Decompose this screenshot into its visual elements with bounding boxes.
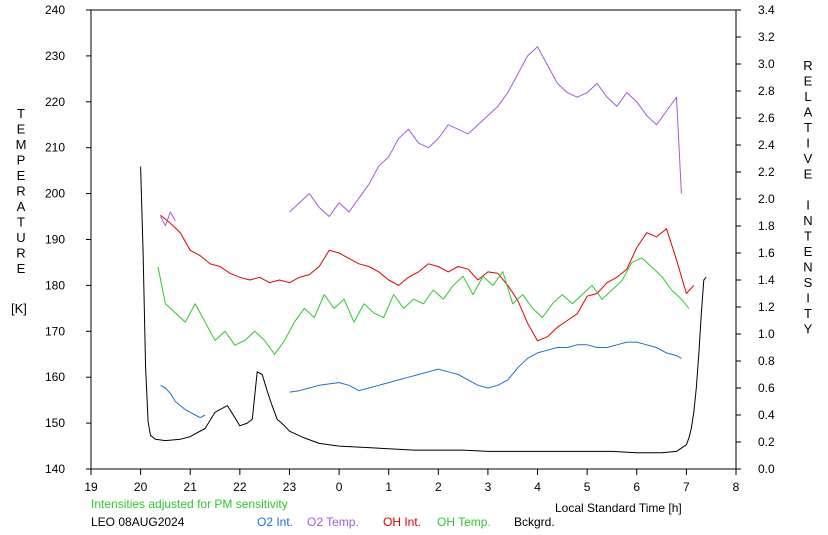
- right-tick-label: 2.2: [758, 165, 775, 179]
- y-left-label-letter: R: [16, 184, 25, 199]
- left-tick-label: 140: [45, 462, 65, 476]
- right-tick-label: 0.6: [758, 381, 775, 395]
- x-axis-label: Local Standard Time [h]: [555, 501, 682, 515]
- left-axis-ticks: 140 150 160 170 180 190 200 210 220 230 240: [45, 3, 91, 476]
- series-line-o2-temp: [160, 46, 682, 227]
- series-line-o2-int: [160, 341, 682, 419]
- y-right-label-letter: R: [803, 58, 812, 73]
- y-right-label-letter: Y: [804, 322, 813, 337]
- x-tick-label: 0: [336, 480, 343, 494]
- x-tick-label: 23: [283, 480, 297, 494]
- left-tick-label: 150: [45, 416, 65, 430]
- y-left-label-letter: T: [17, 215, 25, 230]
- x-tick-label: 22: [233, 480, 247, 494]
- y-right-label-letter: E: [804, 74, 813, 89]
- left-tick-label: 220: [45, 95, 65, 109]
- right-tick-label: 1.0: [758, 327, 775, 341]
- y-left-label-letter: R: [16, 246, 25, 261]
- legend-o2-temp: O2 Temp.: [307, 515, 359, 529]
- right-tick-label: 1.8: [758, 219, 775, 233]
- right-tick-label: 3.0: [758, 57, 775, 71]
- y-right-label-letter: I: [806, 291, 810, 306]
- right-axis-ticks: 0.0 0.2 0.4 0.6 0.8 1.0 1.2 1.4 1.6 1.8 2.0 2.2 2.4 2…: [736, 3, 775, 476]
- legend-oh-int: OH Int.: [383, 515, 421, 529]
- legend-oh-temp: OH Temp.: [437, 515, 491, 529]
- y-right-label-letter: E: [804, 244, 813, 259]
- left-tick-label: 190: [45, 233, 65, 247]
- left-tick-label: 230: [45, 49, 65, 63]
- left-tick-label: 170: [45, 324, 65, 338]
- y-right-label-letter: S: [804, 275, 813, 290]
- y-right-label-letter: N: [803, 213, 812, 228]
- right-tick-label: 0.8: [758, 354, 775, 368]
- y-right-label-letter: E: [804, 167, 813, 182]
- y-left-label-letter: E: [17, 122, 26, 137]
- y-right-label-letter: A: [804, 105, 813, 120]
- series-line-bckgrd: [140, 166, 707, 454]
- y-left-label-letter: M: [16, 137, 27, 152]
- right-tick-label: 1.2: [758, 300, 775, 314]
- left-tick-label: 240: [45, 3, 65, 17]
- x-tick-label: 2: [435, 480, 442, 494]
- right-tick-label: 0.4: [758, 408, 775, 422]
- x-tick-label: 20: [134, 480, 148, 494]
- right-tick-label: 3.4: [758, 3, 775, 17]
- x-tick-label: 1: [385, 480, 392, 494]
- right-tick-label: 1.6: [758, 246, 775, 260]
- series-line-oh-int: [160, 214, 695, 342]
- y-left-label-letter: E: [17, 261, 26, 276]
- right-tick-label: 2.6: [758, 111, 775, 125]
- right-tick-label: 0.0: [758, 462, 775, 476]
- x-tick-label: 4: [534, 480, 541, 494]
- y-right-label-letter: I: [806, 136, 810, 151]
- right-tick-label: 2.4: [758, 138, 775, 152]
- y-right-label-letter: T: [804, 229, 812, 244]
- y-right-label-letter: T: [804, 120, 812, 135]
- right-tick-label: 2.8: [758, 84, 775, 98]
- right-tick-label: 2.0: [758, 192, 775, 206]
- legend-o2-int: O2 Int.: [257, 515, 293, 529]
- y-right-label-letter: I: [806, 198, 810, 213]
- y-right-label-letter: L: [804, 89, 811, 104]
- plot-frame: [90, 9, 737, 470]
- x-axis-ticks: 19 20 21 22 23 0 1 2 3 4 5 6 7 8: [84, 469, 740, 494]
- right-tick-label: 3.2: [758, 30, 775, 44]
- y-right-label-letter: V: [804, 151, 813, 166]
- series-line-oh-temp: [157, 257, 690, 355]
- legend-bckgrd: Bckgrd.: [514, 515, 555, 529]
- y-left-label-letter: E: [17, 168, 26, 183]
- left-tick-label: 210: [45, 141, 65, 155]
- y-right-label-letter: T: [804, 306, 812, 321]
- x-tick-label: 19: [84, 480, 98, 494]
- x-tick-label: 7: [683, 480, 690, 494]
- station-date: LEO 08AUG2024: [91, 515, 185, 529]
- left-tick-label: 160: [45, 370, 65, 384]
- y-left-label-letter: P: [17, 153, 26, 168]
- y-right-label-letter: N: [803, 260, 812, 275]
- left-tick-label: 180: [45, 278, 65, 292]
- right-tick-label: 0.2: [758, 435, 775, 449]
- x-tick-label: 8: [733, 480, 740, 494]
- y-left-label-letter: A: [17, 199, 26, 214]
- y-left-unit: [K]: [11, 301, 27, 316]
- y-left-label-letter: U: [16, 230, 25, 245]
- x-tick-label: 5: [584, 480, 591, 494]
- y-left-label-letter: T: [17, 106, 25, 121]
- x-tick-label: 6: [633, 480, 640, 494]
- series-layer: [140, 46, 707, 454]
- x-tick-label: 3: [485, 480, 492, 494]
- pm-sensitivity-note: Intensities adjusted for PM sensitivity: [91, 497, 288, 511]
- x-tick-label: 21: [184, 480, 198, 494]
- right-tick-label: 1.4: [758, 273, 775, 287]
- left-tick-label: 200: [45, 187, 65, 201]
